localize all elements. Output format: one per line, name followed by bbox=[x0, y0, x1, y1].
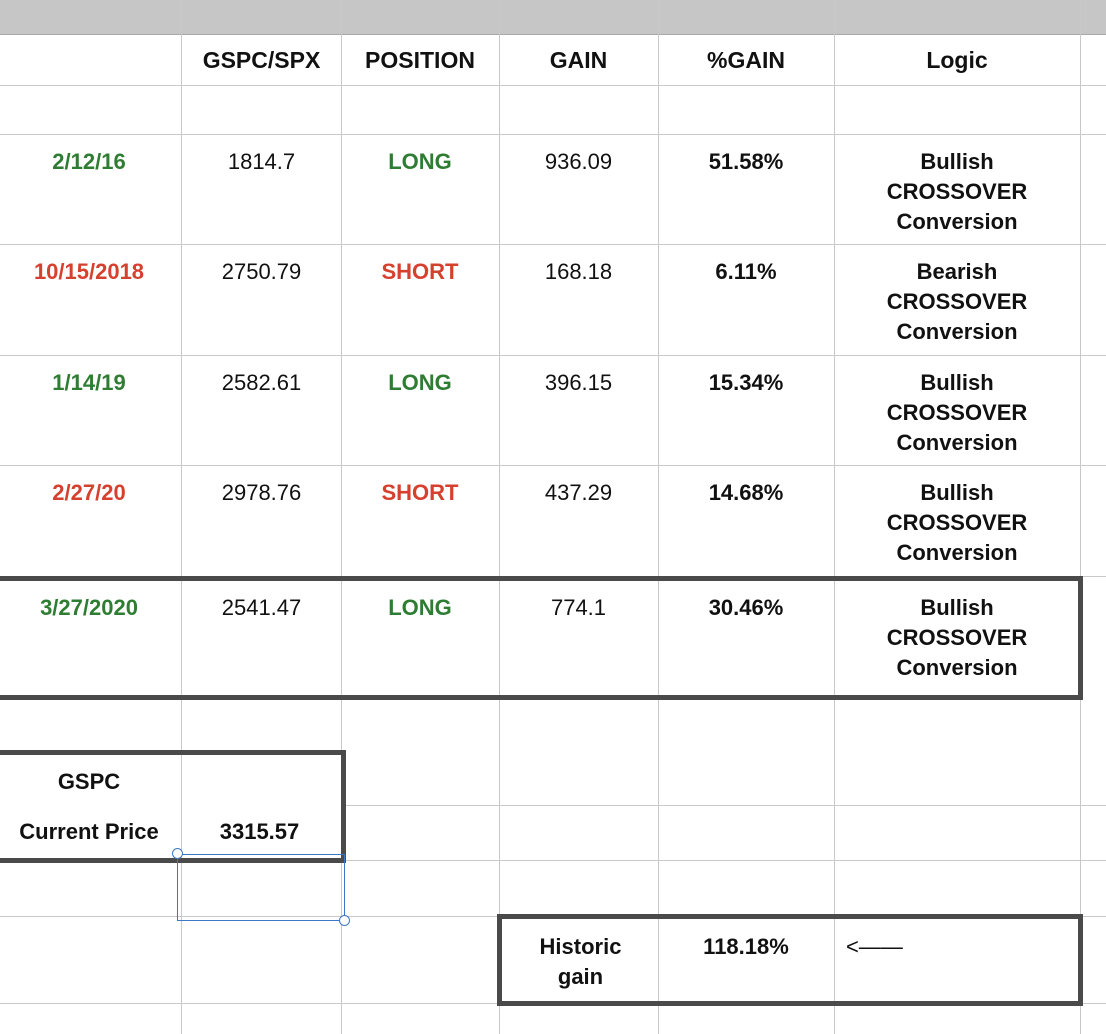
trade-logic-line: Bullish bbox=[920, 370, 994, 395]
grid-vline bbox=[181, 0, 182, 1034]
grid-hline bbox=[0, 465, 1106, 466]
trade-logic-line: Bullish bbox=[920, 480, 994, 505]
historic-gain-value[interactable]: 118.18% bbox=[703, 934, 789, 959]
arrow-annotation: <—— bbox=[846, 934, 903, 959]
grid-hline bbox=[0, 860, 1106, 861]
trade-logic-line: CROSSOVER bbox=[886, 179, 1028, 204]
trade-pct-gain[interactable]: 14.68% bbox=[708, 480, 784, 505]
grid-hline bbox=[0, 355, 1106, 356]
trade-date[interactable]: 10/15/2018 bbox=[33, 259, 145, 284]
trade-logic[interactable]: Bullish CROSSOVER Conversion bbox=[834, 368, 1080, 458]
trade-date[interactable]: 2/12/16 bbox=[52, 149, 126, 174]
header-logic: Logic bbox=[926, 47, 988, 73]
trade-logic-line: Conversion bbox=[896, 655, 1018, 680]
grid-vline bbox=[341, 0, 342, 1034]
selection-handle-bottom-right[interactable] bbox=[339, 915, 350, 926]
trade-price[interactable]: 2541.47 bbox=[221, 595, 302, 620]
grid-hline bbox=[0, 85, 1106, 86]
trade-logic-line: Bullish bbox=[920, 149, 994, 174]
current-price-box bbox=[0, 750, 346, 863]
grid-vline bbox=[499, 0, 500, 1034]
historic-gain-box bbox=[497, 914, 1083, 1006]
trade-logic[interactable]: Bullish CROSSOVER Conversion bbox=[834, 593, 1080, 683]
trade-logic[interactable]: Bullish CROSSOVER Conversion bbox=[834, 478, 1080, 568]
trade-logic-line: CROSSOVER bbox=[886, 289, 1028, 314]
trade-price[interactable]: 2750.79 bbox=[221, 259, 302, 284]
header-gain: GAIN bbox=[549, 47, 608, 73]
trade-gain[interactable]: 168.18 bbox=[544, 259, 613, 284]
grid-hline bbox=[0, 244, 1106, 245]
trade-position[interactable]: LONG bbox=[388, 370, 452, 395]
historic-gain-label-line2: gain bbox=[557, 964, 604, 989]
trade-position[interactable]: SHORT bbox=[381, 259, 459, 284]
trade-logic[interactable]: Bullish CROSSOVER Conversion bbox=[834, 147, 1080, 237]
header-pct-gain: %GAIN bbox=[707, 47, 785, 73]
trade-logic-line: CROSSOVER bbox=[886, 510, 1028, 535]
grid-hline bbox=[0, 134, 1106, 135]
trade-price[interactable]: 2582.61 bbox=[221, 370, 302, 395]
header-price: GSPC/SPX bbox=[202, 47, 321, 73]
grid-vline bbox=[834, 0, 835, 1034]
trade-logic-line: Conversion bbox=[896, 319, 1018, 344]
trade-logic-line: CROSSOVER bbox=[886, 400, 1028, 425]
trade-logic-line: Bullish bbox=[920, 595, 994, 620]
trade-pct-gain[interactable]: 30.46% bbox=[708, 595, 784, 620]
trade-logic-line: Conversion bbox=[896, 430, 1018, 455]
trade-date[interactable]: 1/14/19 bbox=[52, 370, 126, 395]
trade-logic-line: Conversion bbox=[896, 209, 1018, 234]
trade-logic-line: Conversion bbox=[896, 540, 1018, 565]
selection-handle-top-left[interactable] bbox=[172, 848, 183, 859]
gspc-label: GSPC bbox=[57, 769, 121, 794]
trade-logic-line: Bearish bbox=[916, 259, 998, 284]
trade-gain[interactable]: 437.29 bbox=[544, 480, 613, 505]
trade-gain[interactable]: 936.09 bbox=[544, 149, 613, 174]
trade-gain[interactable]: 396.15 bbox=[544, 370, 613, 395]
trade-price[interactable]: 2978.76 bbox=[221, 480, 302, 505]
trade-gain[interactable]: 774.1 bbox=[550, 595, 607, 620]
trade-logic[interactable]: Bearish CROSSOVER Conversion bbox=[834, 257, 1080, 347]
trade-date[interactable]: 2/27/20 bbox=[52, 480, 126, 505]
trade-date[interactable]: 3/27/2020 bbox=[40, 595, 138, 620]
grid-hline bbox=[341, 805, 1106, 806]
trade-pct-gain[interactable]: 15.34% bbox=[708, 370, 784, 395]
trade-position[interactable]: LONG bbox=[388, 595, 452, 620]
grid-vline bbox=[1080, 0, 1081, 1034]
grid-vline bbox=[658, 0, 659, 1034]
trade-position[interactable]: LONG bbox=[388, 149, 452, 174]
trade-position[interactable]: SHORT bbox=[381, 480, 459, 505]
historic-gain-label: Historic gain bbox=[503, 932, 658, 992]
header-position: POSITION bbox=[365, 47, 475, 73]
trade-price[interactable]: 1814.7 bbox=[227, 149, 296, 174]
trade-pct-gain[interactable]: 51.58% bbox=[708, 149, 784, 174]
historic-gain-label-line1: Historic bbox=[539, 934, 622, 959]
trade-pct-gain[interactable]: 6.11% bbox=[715, 259, 777, 284]
trade-logic-line: CROSSOVER bbox=[886, 625, 1028, 650]
column-header-bar bbox=[0, 0, 1106, 35]
current-price-value[interactable]: 3315.57 bbox=[219, 819, 300, 844]
latest-trade-box bbox=[0, 576, 1083, 700]
selected-cell[interactable] bbox=[177, 854, 345, 921]
current-price-label: Current Price bbox=[19, 819, 159, 844]
